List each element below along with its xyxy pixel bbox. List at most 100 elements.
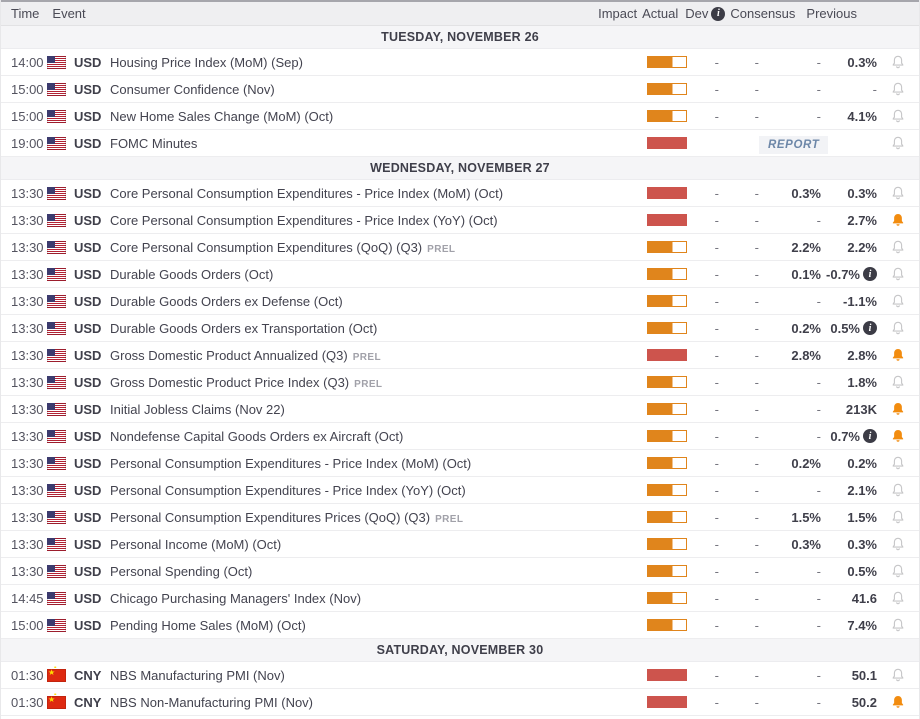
event-name[interactable]: Personal Consumption Expenditures - Pric… [110, 483, 647, 498]
event-name[interactable]: Pending Home Sales (MoM) (Oct) [110, 618, 647, 633]
actual-value: - [714, 455, 719, 471]
us-flag-icon [47, 267, 66, 281]
event-row[interactable]: 13:30 USD Durable Goods Orders ex Defense … [1, 288, 919, 315]
event-row[interactable]: 15:00 USD Pending Home Sales (MoM) (Oct) - -… [1, 612, 919, 639]
event-row[interactable]: 13:30 USD Personal Consumption Expenditure… [1, 504, 919, 531]
currency-code: USD [74, 239, 102, 255]
event-name[interactable]: Core Personal Consumption Expenditures -… [110, 186, 647, 201]
actual-value: - [714, 54, 719, 70]
event-row[interactable]: 14:45 USD Chicago Purchasing Managers' Ind… [1, 585, 919, 612]
event-row[interactable]: 13:30 USD Core Personal Consumption Expend… [1, 180, 919, 207]
previous-text: 50.2 [851, 694, 877, 710]
bell-active-icon[interactable] [890, 347, 906, 363]
cn-flag-icon [47, 665, 74, 682]
event-row[interactable]: 19:00 USD FOMC Minutes REPORT [1, 130, 919, 157]
event-name[interactable]: Gross Domestic Product Annualized (Q3) PR… [110, 348, 647, 363]
event-row[interactable]: 13:30 USD Core Personal Consumption Expend… [1, 234, 919, 261]
bell-icon[interactable] [890, 455, 906, 471]
event-name[interactable]: Initial Jobless Claims (Nov 22) [110, 402, 647, 417]
bell-icon[interactable] [890, 108, 906, 124]
bell-icon[interactable] [890, 590, 906, 606]
bell-icon[interactable] [890, 482, 906, 498]
event-name[interactable]: Consumer Confidence (Nov) [110, 82, 647, 97]
bell-icon[interactable] [890, 320, 906, 336]
info-icon[interactable]: i [863, 429, 877, 443]
event-name[interactable]: Durable Goods Orders ex Transportation (… [110, 321, 647, 336]
event-name[interactable]: FOMC Minutes [110, 136, 647, 151]
bell-icon[interactable] [890, 509, 906, 525]
event-name[interactable]: Core Personal Consumption Expenditures -… [110, 213, 647, 228]
bell-icon[interactable] [890, 293, 906, 309]
actual-value: - [714, 212, 719, 228]
us-flag-icon [47, 564, 66, 578]
info-icon[interactable]: i [863, 321, 877, 335]
event-name[interactable]: Housing Price Index (MoM) (Sep) [110, 55, 647, 70]
bell-icon[interactable] [890, 81, 906, 97]
impact-cell [647, 619, 699, 631]
bell-icon[interactable] [890, 667, 906, 683]
bell-active-icon[interactable] [890, 401, 906, 417]
previous-value: 41.6 [821, 591, 877, 606]
actual-value: - [714, 509, 719, 525]
bell-cell [877, 212, 919, 228]
bell-active-icon[interactable] [890, 694, 906, 710]
us-flag-icon [47, 82, 66, 96]
us-flag-icon [47, 537, 74, 551]
event-row[interactable]: 13:30 USD Durable Goods Orders ex Transpor… [1, 315, 919, 342]
bell-icon[interactable] [890, 563, 906, 579]
us-flag-icon [47, 186, 74, 200]
event-name[interactable]: Gross Domestic Product Price Index (Q3) P… [110, 375, 647, 390]
event-name[interactable]: Personal Income (MoM) (Oct) [110, 537, 647, 552]
us-flag-icon [47, 618, 66, 632]
event-name[interactable]: Durable Goods Orders (Oct) [110, 267, 647, 282]
impact-bar-medium [647, 322, 687, 334]
event-row[interactable]: 15:00 USD Consumer Confidence (Nov) - - - - [1, 76, 919, 103]
event-name[interactable]: Core Personal Consumption Expenditures (… [110, 240, 647, 255]
us-flag-icon [47, 294, 66, 308]
event-row[interactable]: 01:30 CNY NBS Manufacturing PMI (Nov) - - - 50… [1, 662, 919, 689]
bell-icon[interactable] [890, 617, 906, 633]
us-flag-icon [47, 240, 74, 254]
event-row[interactable]: 13:30 USD Core Personal Consumption Expend… [1, 207, 919, 234]
event-row[interactable]: 13:30 USD Initial Jobless Claims (Nov 22) -… [1, 396, 919, 423]
bell-icon[interactable] [890, 54, 906, 70]
bell-active-icon[interactable] [890, 212, 906, 228]
event-row[interactable]: 01:30 CNY NBS Non-Manufacturing PMI (Nov) -… [1, 689, 919, 716]
event-name[interactable]: Personal Spending (Oct) [110, 564, 647, 579]
event-row[interactable]: 14:00 USD Housing Price Index (MoM) (Sep) -… [1, 49, 919, 76]
dev-value: - [754, 374, 759, 390]
impact-cell [647, 268, 699, 280]
bell-icon[interactable] [890, 374, 906, 390]
event-row[interactable]: 13:30 USD Personal Income (MoM) (Oct) - - 0.3… [1, 531, 919, 558]
event-row[interactable]: 13:30 USD Durable Goods Orders (Oct) - - 0.1%… [1, 261, 919, 288]
event-name[interactable]: NBS Non-Manufacturing PMI (Nov) [110, 695, 647, 710]
consensus-value: - [816, 428, 821, 444]
event-name[interactable]: Personal Consumption Expenditures Prices… [110, 510, 647, 525]
dev-info-icon[interactable]: i [711, 6, 726, 21]
event-name[interactable]: New Home Sales Change (MoM) (Oct) [110, 109, 647, 124]
bell-icon[interactable] [890, 536, 906, 552]
bell-icon[interactable] [890, 135, 906, 151]
report-link[interactable]: REPORT [759, 135, 829, 154]
event-name[interactable]: NBS Manufacturing PMI (Nov) [110, 668, 647, 683]
event-row[interactable]: 13:30 USD Nondefense Capital Goods Orders … [1, 423, 919, 450]
event-name[interactable]: Personal Consumption Expenditures - Pric… [110, 456, 647, 471]
bell-icon[interactable] [890, 239, 906, 255]
event-row[interactable]: 13:30 USD Personal Consumption Expenditure… [1, 450, 919, 477]
bell-icon[interactable] [890, 185, 906, 201]
currency-code: USD [74, 54, 102, 70]
actual-value: - [714, 293, 719, 309]
event-row[interactable]: 13:30 USD Personal Consumption Expenditure… [1, 477, 919, 504]
bell-active-icon[interactable] [890, 428, 906, 444]
bell-icon[interactable] [890, 266, 906, 282]
event-row[interactable]: 13:30 USD Personal Spending (Oct) - - - 0.5% [1, 558, 919, 585]
event-name[interactable]: Chicago Purchasing Managers' Index (Nov) [110, 591, 647, 606]
event-row[interactable]: 13:30 USD Gross Domestic Product Annualize… [1, 342, 919, 369]
event-name[interactable]: Nondefense Capital Goods Orders ex Aircr… [110, 429, 647, 444]
consensus-value: 2.2% [791, 239, 821, 255]
event-name[interactable]: Durable Goods Orders ex Defense (Oct) [110, 294, 647, 309]
event-title: New Home Sales Change (MoM) (Oct) [110, 108, 334, 124]
info-icon[interactable]: i [863, 267, 877, 281]
event-row[interactable]: 15:00 USD New Home Sales Change (MoM) (Oct… [1, 103, 919, 130]
event-row[interactable]: 13:30 USD Gross Domestic Product Price Ind… [1, 369, 919, 396]
